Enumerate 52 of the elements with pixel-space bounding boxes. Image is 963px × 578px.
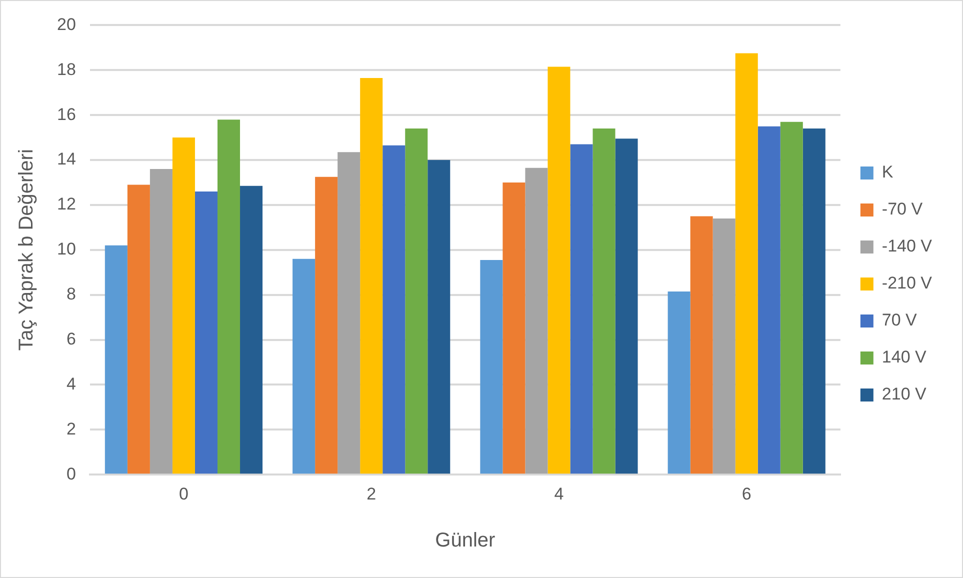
legend-label: -140 V [882,236,933,256]
bar [428,160,450,474]
bar [405,128,428,474]
bar [127,184,150,474]
bar [172,138,195,474]
bar [525,168,548,474]
bar [780,122,803,474]
y-tick-label: 20 [56,14,76,34]
bar [802,128,826,474]
y-tick-label: 8 [66,284,76,304]
bar [150,169,172,474]
legend-label: -210 V [882,274,933,293]
y-tick-label: 12 [56,194,76,214]
x-tick-label: 4 [554,484,564,504]
bar [735,53,758,474]
y-axis-title: Taç Yaprak b Değerleri [16,149,38,351]
bar [240,186,263,474]
y-tick-label: 16 [56,104,76,124]
bar [712,218,736,474]
bar [758,126,780,474]
legend-label: 210 V [882,384,927,404]
bar [592,128,616,474]
y-tick-label: 14 [56,150,76,169]
y-tick-label: 10 [56,240,76,259]
legend-label: 140 V [882,348,927,367]
bar [690,216,713,474]
legend-label: K [882,162,894,182]
bar [382,145,406,474]
bar [292,258,316,474]
x-tick-label: 2 [366,484,376,504]
y-tick-label: 4 [66,374,76,394]
x-tick-label: 6 [742,484,752,504]
bar [194,191,218,474]
bar [217,120,240,474]
bar [315,176,338,474]
bar [548,66,570,474]
bar [502,182,526,474]
bar [480,260,503,474]
y-tick-label: 2 [66,419,76,438]
x-axis-title: Günler [435,530,496,552]
bar [104,245,128,474]
bar [360,78,383,474]
bar [615,138,638,474]
y-tick-label: 6 [66,329,76,348]
legend-label: -70 V [882,200,924,219]
bar [570,144,593,474]
bar [668,291,690,474]
legend-label: 70 V [882,310,918,330]
y-tick-label: 0 [66,464,76,484]
bar [338,152,360,474]
y-tick-label: 18 [56,60,76,79]
x-tick-label: 0 [178,484,188,504]
